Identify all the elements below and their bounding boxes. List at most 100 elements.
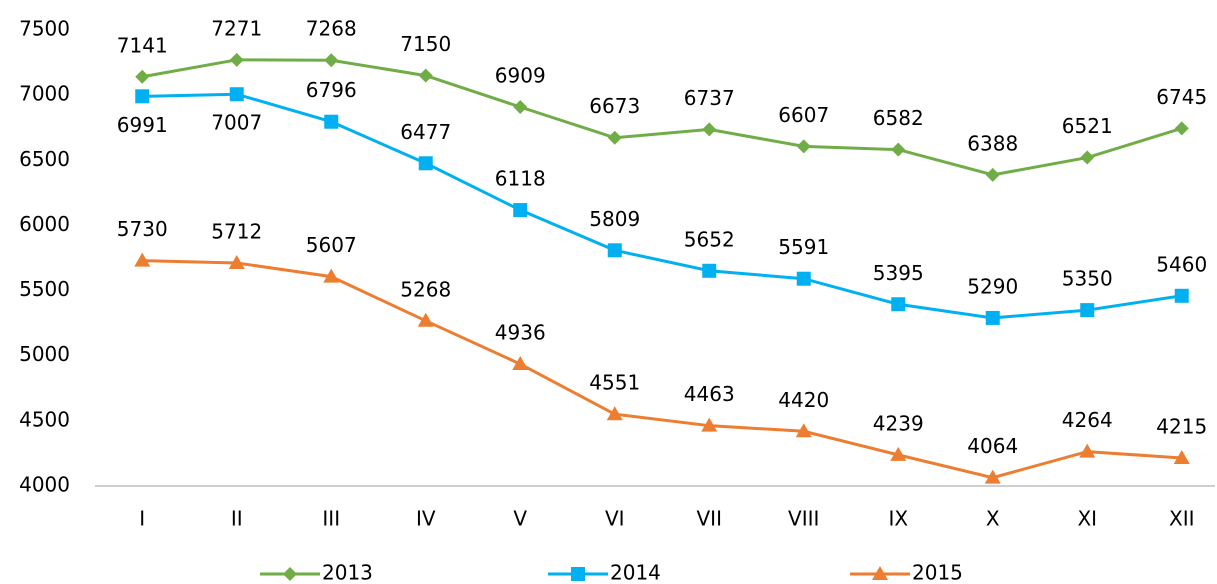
data-label: 4239 bbox=[873, 411, 924, 435]
marker bbox=[513, 203, 528, 218]
marker bbox=[1174, 121, 1189, 136]
data-label: 5809 bbox=[589, 207, 640, 231]
x-tick-label: IV bbox=[416, 507, 436, 531]
y-tick-label: 7000 bbox=[19, 82, 70, 106]
data-label: 6796 bbox=[306, 78, 357, 102]
data-label: 5607 bbox=[306, 233, 357, 257]
data-label: 6118 bbox=[495, 167, 546, 191]
y-tick-label: 6000 bbox=[19, 212, 70, 236]
x-tick-label: XI bbox=[1077, 507, 1097, 531]
marker bbox=[1173, 449, 1190, 464]
y-tick-label: 5000 bbox=[19, 342, 70, 366]
x-tick-label: V bbox=[513, 507, 527, 531]
data-label: 5730 bbox=[117, 217, 168, 241]
marker bbox=[418, 68, 433, 83]
marker bbox=[795, 423, 812, 438]
marker bbox=[513, 99, 528, 114]
marker bbox=[606, 406, 623, 421]
data-label: 5350 bbox=[1062, 267, 1113, 291]
data-label: 4551 bbox=[589, 371, 640, 395]
marker bbox=[872, 566, 888, 580]
data-label: 4936 bbox=[495, 321, 546, 345]
data-label: 6582 bbox=[873, 106, 924, 130]
legend-label: 2014 bbox=[610, 561, 661, 584]
x-tick-label: II bbox=[231, 507, 243, 531]
marker bbox=[1174, 288, 1189, 303]
series-line bbox=[142, 259, 1182, 480]
data-label: 6477 bbox=[400, 120, 451, 144]
data-label: 6673 bbox=[589, 94, 640, 118]
marker bbox=[1080, 303, 1095, 318]
data-label: 5712 bbox=[211, 219, 262, 243]
data-label: 4420 bbox=[778, 388, 829, 412]
data-label: 5290 bbox=[967, 274, 1018, 298]
y-tick-label: 4500 bbox=[19, 407, 70, 431]
marker bbox=[702, 263, 717, 278]
data-label: 4264 bbox=[1062, 408, 1113, 432]
marker bbox=[135, 69, 150, 84]
marker bbox=[890, 446, 907, 461]
legend-label: 2015 bbox=[912, 561, 963, 584]
x-tick-label: III bbox=[322, 507, 340, 531]
y-tick-label: 6500 bbox=[19, 147, 70, 171]
data-label: 6909 bbox=[495, 63, 546, 87]
marker bbox=[1079, 443, 1096, 458]
x-tick-label: I bbox=[139, 507, 145, 531]
data-label: 4064 bbox=[967, 434, 1018, 458]
marker bbox=[228, 254, 245, 269]
marker bbox=[985, 310, 1000, 325]
marker bbox=[1080, 150, 1095, 165]
data-label: 6388 bbox=[967, 131, 1018, 155]
series-line bbox=[141, 58, 1183, 177]
marker bbox=[324, 114, 339, 129]
y-tick-label: 4000 bbox=[19, 473, 70, 497]
data-label: 5652 bbox=[684, 227, 735, 251]
x-tick-label: IX bbox=[888, 507, 908, 531]
marker bbox=[891, 297, 906, 312]
x-tick-label: VI bbox=[605, 507, 625, 531]
data-label: 5268 bbox=[400, 277, 451, 301]
marker bbox=[283, 567, 297, 581]
data-label: 5460 bbox=[1156, 252, 1207, 276]
data-label: 7141 bbox=[117, 33, 168, 57]
marker bbox=[229, 87, 244, 102]
x-tick-label: VII bbox=[697, 507, 722, 531]
y-tick-label: 5500 bbox=[19, 277, 70, 301]
x-tick-label: VIII bbox=[788, 507, 819, 531]
data-label: 6521 bbox=[1062, 114, 1113, 138]
marker bbox=[796, 271, 811, 286]
marker bbox=[229, 52, 244, 67]
data-label: 4215 bbox=[1156, 414, 1207, 438]
data-label: 5395 bbox=[873, 261, 924, 285]
data-label: 6607 bbox=[778, 103, 829, 127]
marker bbox=[891, 142, 906, 157]
marker bbox=[702, 122, 717, 137]
marker bbox=[418, 156, 433, 171]
marker bbox=[985, 167, 1000, 182]
marker bbox=[607, 130, 622, 145]
marker bbox=[701, 417, 718, 432]
x-tick-label: X bbox=[986, 507, 1000, 531]
data-label: 6991 bbox=[117, 113, 168, 137]
series-line bbox=[142, 92, 1182, 320]
marker bbox=[417, 312, 434, 327]
data-label: 7007 bbox=[211, 111, 262, 135]
data-label: 6745 bbox=[1156, 85, 1207, 109]
x-tick-label: XII bbox=[1169, 507, 1195, 531]
marker bbox=[512, 356, 529, 371]
marker bbox=[134, 252, 151, 267]
marker bbox=[571, 567, 585, 581]
data-label: 7271 bbox=[211, 16, 262, 40]
marker bbox=[323, 268, 340, 283]
marker bbox=[324, 53, 339, 68]
marker bbox=[796, 139, 811, 154]
data-label: 7150 bbox=[400, 32, 451, 56]
data-label: 6737 bbox=[684, 86, 735, 110]
legend-label: 2013 bbox=[322, 561, 373, 584]
data-label: 5591 bbox=[778, 235, 829, 259]
marker bbox=[135, 89, 150, 104]
marker bbox=[607, 243, 622, 258]
data-label: 7268 bbox=[306, 17, 357, 41]
marker bbox=[984, 469, 1001, 484]
